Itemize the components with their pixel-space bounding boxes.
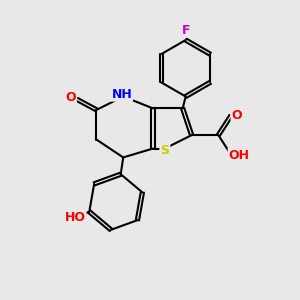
Text: HO: HO: [64, 211, 86, 224]
Text: NH: NH: [111, 88, 132, 100]
Text: OH: OH: [229, 148, 250, 162]
Text: O: O: [65, 92, 76, 104]
Text: O: O: [232, 109, 242, 122]
Text: S: S: [160, 143, 169, 157]
Text: F: F: [182, 24, 190, 37]
